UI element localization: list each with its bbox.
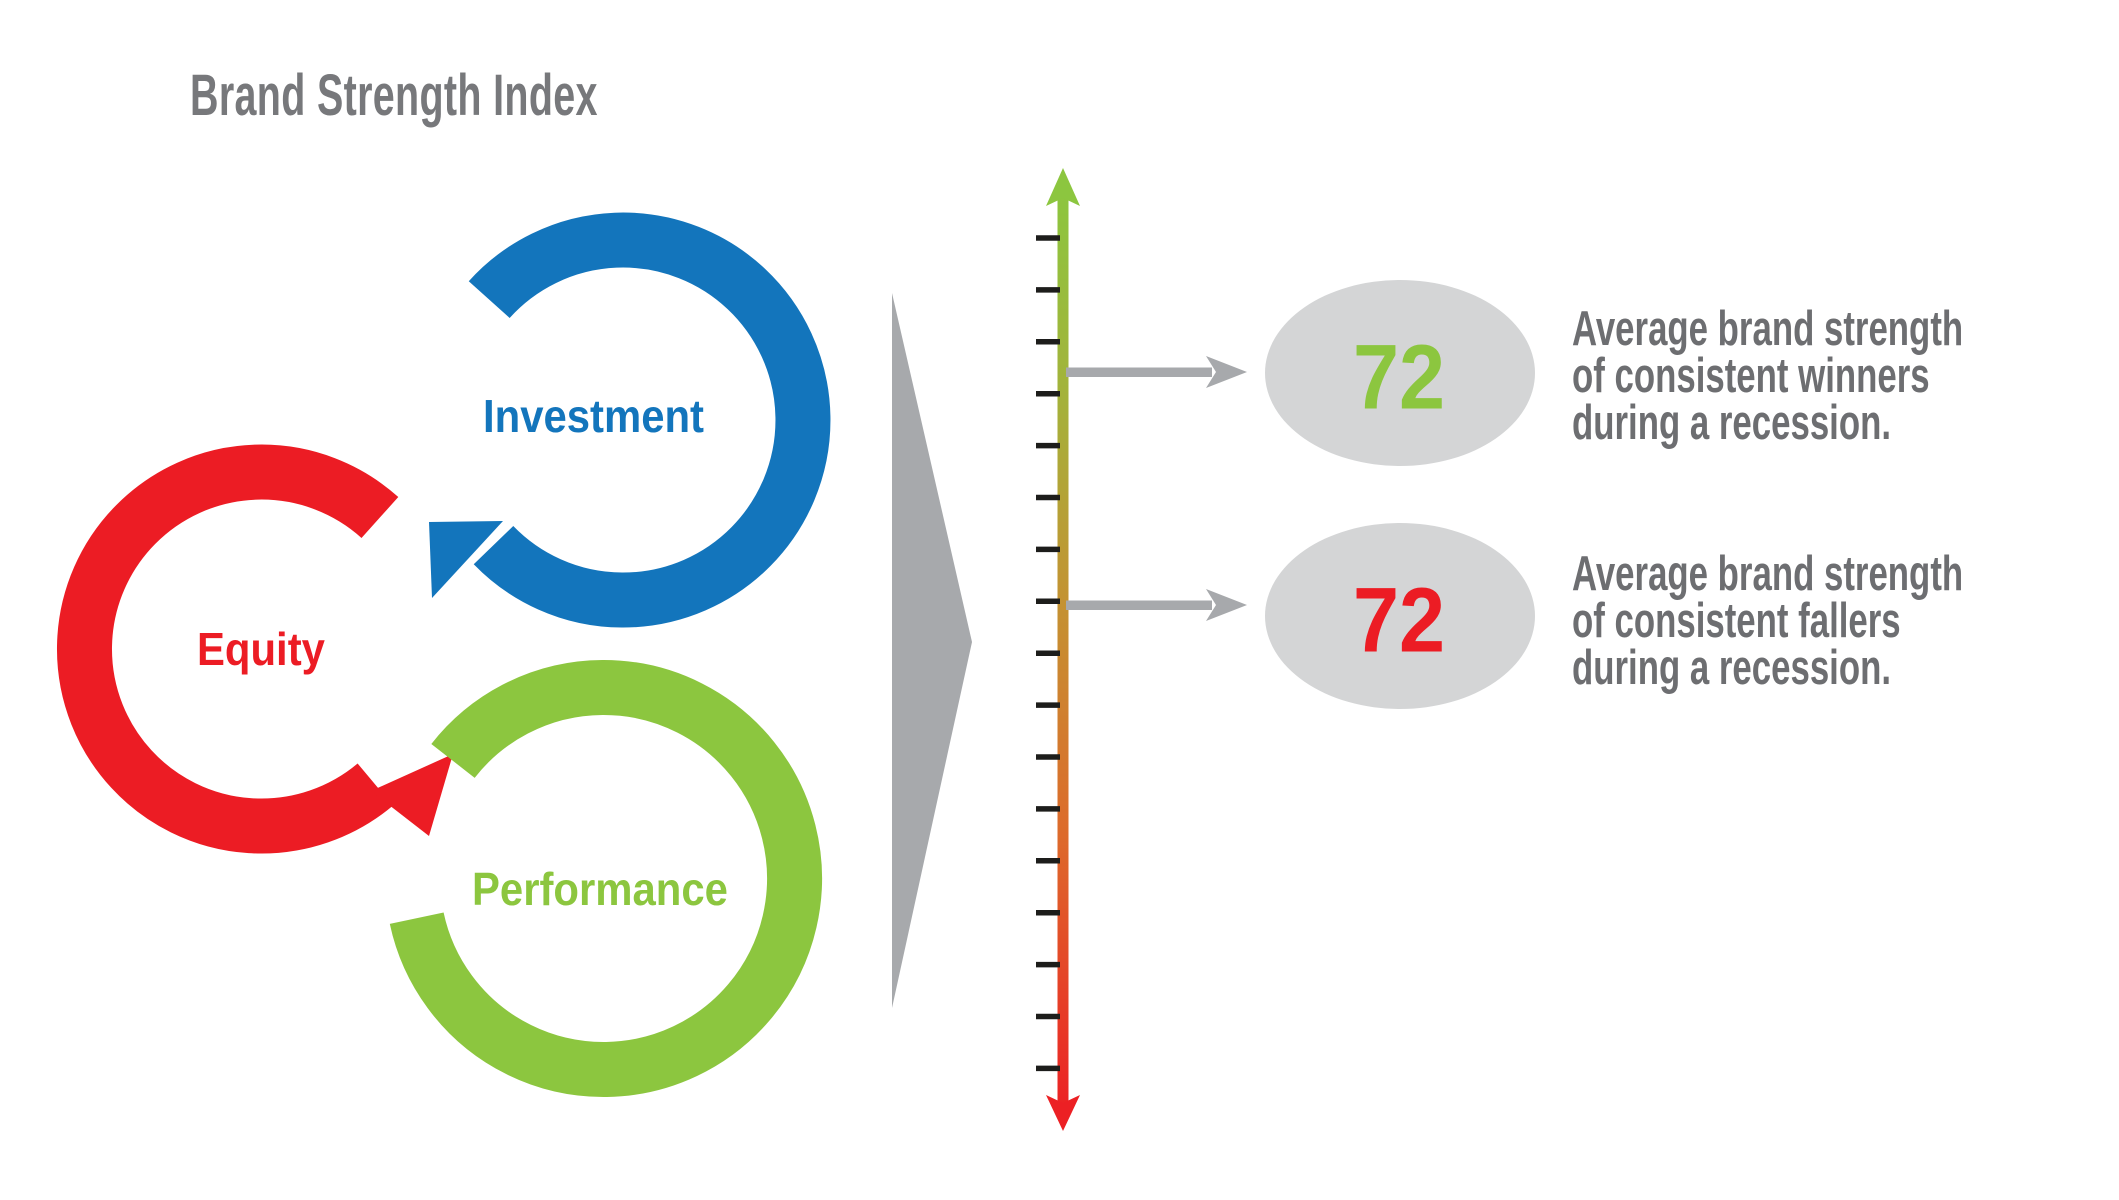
callout-line: of consistent winners	[1572, 349, 1930, 403]
score-fallers: 72	[1352, 569, 1446, 672]
callout-ellipse-winners	[1265, 280, 1535, 466]
callout-line: Average brand strength	[1572, 547, 1964, 601]
investment-arrowhead-icon	[429, 521, 503, 598]
callout-text-winners: Average brand strength of consistent win…	[1572, 302, 1964, 450]
callout-line: during a recession.	[1572, 396, 1892, 450]
investment-ring-arc	[468, 212, 831, 628]
page-title: Brand Strength Index	[190, 63, 598, 128]
equity-arrowhead-icon	[371, 754, 453, 836]
scale-down-arrow-icon	[1046, 1095, 1080, 1131]
equity-ring-arc	[57, 444, 399, 854]
ring-label-performance: Performance	[472, 863, 728, 915]
strength-scale	[1036, 168, 1080, 1131]
brand-cycle-diagram	[57, 212, 831, 1097]
funnel-triangle-icon	[892, 293, 972, 1008]
callout-line: Average brand strength	[1572, 302, 1964, 356]
callout-arrow-shaft	[1066, 367, 1212, 377]
callout-right-arrow-icon	[1206, 356, 1247, 388]
ring-label-equity: Equity	[197, 623, 325, 675]
callout-right-arrow-icon	[1206, 589, 1247, 621]
callout-arrows	[1066, 356, 1247, 621]
scale-gradient-line	[1057, 186, 1069, 1114]
score-winners: 72	[1352, 326, 1446, 429]
callout-text-fallers: Average brand strength of consistent fal…	[1572, 547, 1964, 695]
callout-line: during a recession.	[1572, 641, 1892, 695]
performance-ring-arc	[389, 659, 823, 1097]
callout-arrow-shaft	[1066, 600, 1212, 610]
callout-ellipse-fallers	[1265, 523, 1535, 709]
callout-line: of consistent fallers	[1572, 594, 1901, 648]
ring-label-investment: Investment	[483, 390, 705, 442]
scale-up-arrow-icon	[1046, 168, 1080, 206]
scale-ticks	[1036, 235, 1060, 1072]
